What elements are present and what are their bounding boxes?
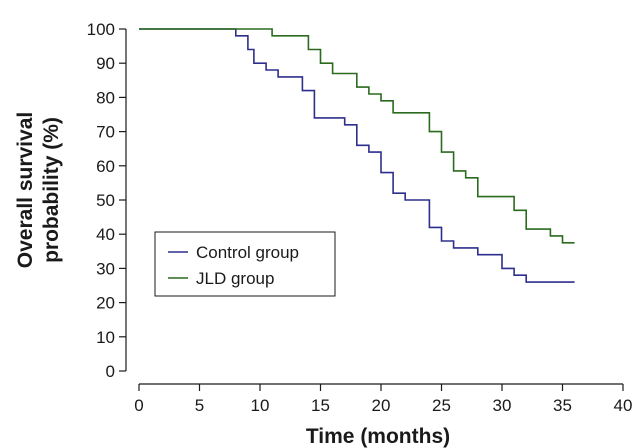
x-tick-label: 35 <box>553 396 572 415</box>
y-tick-label: 10 <box>96 328 115 347</box>
x-tick-label: 40 <box>614 396 633 415</box>
series-line-control-group <box>139 28 575 283</box>
y-tick-label: 70 <box>96 123 115 142</box>
y-tick-label: 50 <box>96 191 115 210</box>
y-tick-label: 40 <box>96 225 115 244</box>
x-axis-label: Time (months) <box>306 425 450 448</box>
x-tick-label: 15 <box>311 396 330 415</box>
x-tick-label: 30 <box>493 396 512 415</box>
y-tick-label: 100 <box>87 20 115 39</box>
legend-box <box>154 231 336 297</box>
x-tick-label: 25 <box>432 396 451 415</box>
y-axis-label-line-1: Overall survival <box>14 112 37 268</box>
legend-label-control-group: Control group <box>196 243 299 262</box>
y-tick-label: 90 <box>96 54 115 73</box>
y-axis-label-line-2: probability (%) <box>40 117 63 263</box>
y-tick-label: 30 <box>96 259 115 278</box>
series-line-jld-group <box>139 28 575 244</box>
x-tick-label: 5 <box>195 396 204 415</box>
y-tick-label: 20 <box>96 294 115 313</box>
y-tick-label: 80 <box>96 88 115 107</box>
x-tick-label: 0 <box>134 396 143 415</box>
y-tick-label: 0 <box>106 362 115 381</box>
x-tick-label: 10 <box>251 396 270 415</box>
legend-label-jld-group: JLD group <box>196 269 274 288</box>
legend: Control group JLD group <box>154 231 336 297</box>
x-tick-label: 20 <box>372 396 391 415</box>
y-tick-label: 60 <box>96 157 115 176</box>
